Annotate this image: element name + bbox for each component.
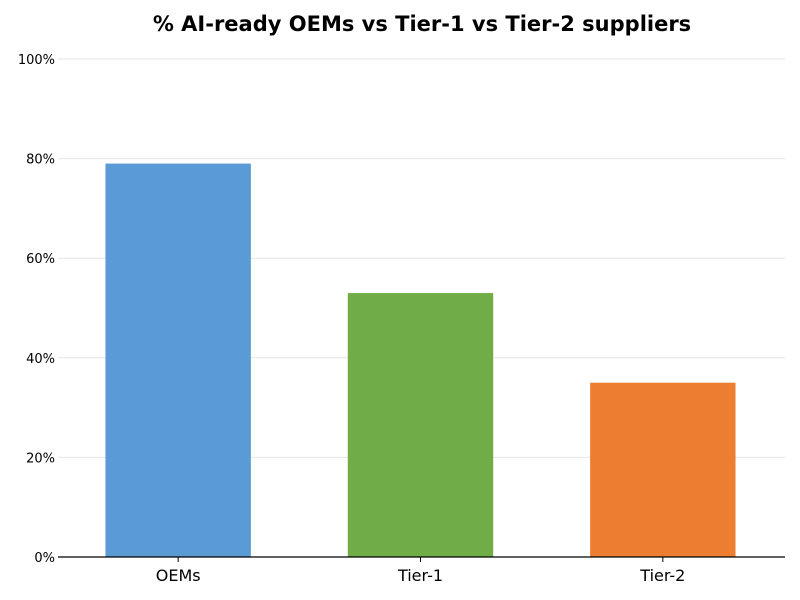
bar-oems (105, 163, 251, 557)
bar-tier-2 (590, 382, 736, 557)
y-tick-label: 100% (18, 53, 55, 68)
x-tick-label: OEMs (156, 566, 201, 585)
y-tick-label: 60% (26, 252, 55, 267)
y-tick-label: 80% (26, 153, 55, 168)
chart-title: % AI-ready OEMs vs Tier-1 vs Tier-2 supp… (153, 12, 691, 36)
y-tick-label: 20% (26, 451, 55, 466)
y-tick-label: 40% (26, 352, 55, 367)
bar-tier-1 (347, 293, 494, 557)
y-tick-label: 0% (34, 551, 55, 566)
y-axis: 0% 20% 40% 60% 80% 100% (18, 53, 55, 566)
bars (105, 163, 736, 557)
x-tick-label: Tier-2 (639, 566, 685, 585)
x-axis: OEMs Tier-1 Tier-2 (156, 557, 685, 585)
x-tick-label: Tier-1 (397, 566, 443, 585)
